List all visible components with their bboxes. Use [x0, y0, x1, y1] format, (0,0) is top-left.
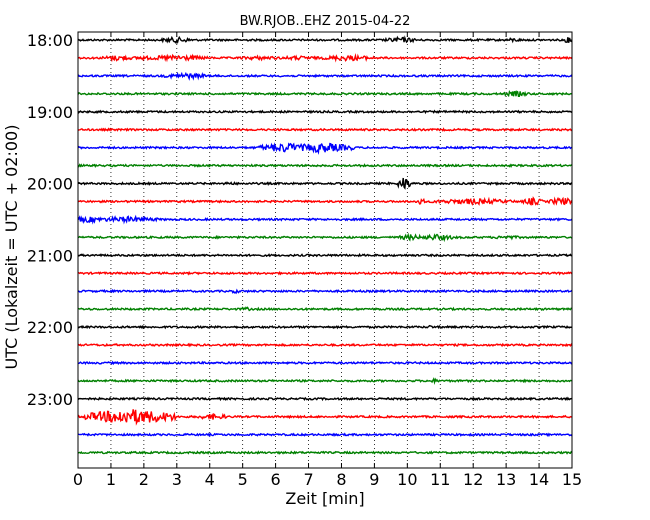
- x-tick-label: 2: [139, 470, 149, 489]
- trace-2115: [77, 270, 573, 276]
- x-tick-label: 9: [369, 470, 379, 489]
- trace-1900: [77, 109, 573, 115]
- x-tick-label: 7: [303, 470, 313, 489]
- trace-1930: [77, 142, 573, 155]
- trace-2130: [77, 288, 573, 295]
- x-tick-label: 14: [529, 470, 549, 489]
- trace-2030: [77, 214, 573, 225]
- trace-2145: [77, 306, 573, 312]
- trace-layer: [77, 35, 573, 455]
- y-tick-label: 19:00: [27, 103, 73, 122]
- x-tick-label: 12: [463, 470, 483, 489]
- y-tick-labels: 18:00 19:00 20:00 21:00 22:00 23:00: [27, 31, 73, 409]
- x-tick-label: 6: [271, 470, 281, 489]
- trace-2215: [77, 342, 573, 348]
- x-tick-label: 3: [172, 470, 182, 489]
- trace-2015: [77, 196, 573, 206]
- trace-2200: [77, 324, 573, 330]
- trace-2345: [77, 450, 573, 455]
- trace-2300: [77, 396, 573, 402]
- trace-1945: [77, 163, 573, 169]
- ticks: [77, 32, 573, 468]
- x-tick-label: 4: [205, 470, 215, 489]
- x-tick-labels: 0 1 2 3 4 5 6 7 8 9 10 11 12 13 14 15: [73, 470, 582, 489]
- trace-1830: [77, 71, 573, 81]
- y-axis-label: UTC (Lokalzeit = UTC + 02:00): [2, 125, 21, 370]
- x-tick-label: 15: [562, 470, 582, 489]
- y-tick-label: 23:00: [27, 390, 73, 409]
- vertical-grid: [110, 32, 540, 468]
- x-tick-label: 5: [238, 470, 248, 489]
- x-tick-label: 8: [336, 470, 346, 489]
- x-tick-label: 11: [430, 470, 450, 489]
- trace-2330: [77, 432, 573, 438]
- x-tick-label: 13: [496, 470, 516, 489]
- trace-2100: [77, 252, 573, 258]
- trace-1815: [77, 53, 573, 63]
- x-tick-label: 10: [397, 470, 417, 489]
- y-tick-label: 22:00: [27, 318, 73, 337]
- x-axis-label: Zeit [min]: [285, 489, 364, 508]
- y-tick-label: 20:00: [27, 175, 73, 194]
- x-tick-label: 0: [73, 470, 83, 489]
- trace-2000: [77, 177, 573, 190]
- y-tick-label: 21:00: [27, 246, 73, 265]
- chart-title: BW.RJOB..EHZ 2015-04-22: [240, 14, 411, 29]
- trace-2045: [77, 232, 573, 243]
- trace-1800: [77, 35, 573, 45]
- trace-2230: [77, 360, 573, 366]
- trace-1915: [77, 127, 573, 133]
- trace-1845: [77, 89, 573, 98]
- trace-2315: [77, 409, 573, 426]
- x-tick-label: 1: [106, 470, 116, 489]
- trace-2245: [77, 377, 573, 386]
- y-tick-label: 18:00: [27, 31, 73, 50]
- plot-frame: [77, 31, 573, 469]
